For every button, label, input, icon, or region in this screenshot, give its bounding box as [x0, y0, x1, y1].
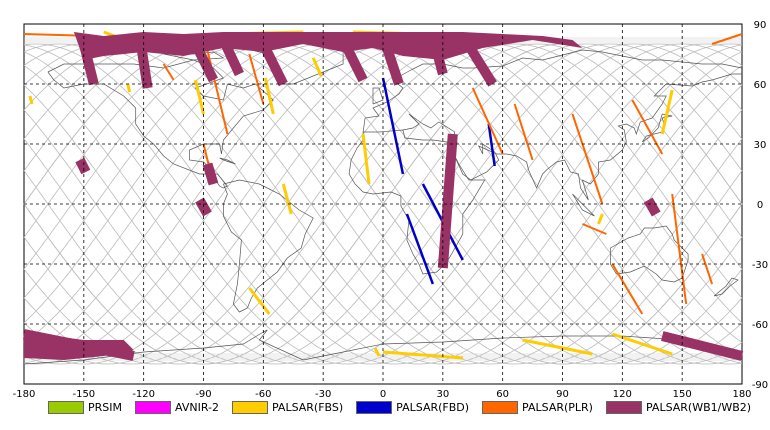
coverage-strip	[631, 99, 664, 155]
legend-swatch	[356, 401, 393, 414]
coverage-strip	[248, 53, 265, 105]
axis-ticks: -180 -150 -120 -90 -60 -30 0 30 60 90 120 150 180 90 6…	[13, 20, 769, 400]
coverage-strip	[701, 253, 714, 285]
coverage-strip	[571, 113, 604, 205]
legend-swatch	[48, 401, 84, 414]
coverage-strip	[597, 213, 604, 225]
legend-swatch	[135, 401, 171, 414]
legend-label: PRSIM	[88, 401, 122, 414]
coverage-strip	[361, 133, 371, 185]
coverage-strip	[437, 133, 458, 269]
legend-item: PALSAR(PLR)	[482, 401, 593, 414]
coverage-strips	[23, 30, 744, 361]
x-tick-label: 0	[380, 389, 386, 400]
coverage-strip	[522, 338, 593, 356]
coverage-strip	[611, 263, 644, 315]
legend-swatch	[482, 401, 519, 414]
coverage-strip	[582, 223, 607, 235]
x-tick-label: 150	[673, 389, 692, 400]
coverage-strip	[373, 347, 381, 357]
coverage-strip	[202, 162, 219, 186]
legend-swatch	[605, 401, 642, 414]
x-tick-label: -30	[315, 389, 331, 400]
coastline	[372, 87, 384, 105]
coverage-strip	[711, 33, 743, 45]
coverage-strip	[281, 183, 293, 215]
coverage-strip	[471, 87, 504, 155]
y-tick-label: -60	[752, 320, 768, 331]
coverage-strip	[671, 193, 688, 305]
coverage-map: -180 -150 -120 -90 -60 -30 0 30 60 90 120 150 180 90 6…	[13, 20, 769, 400]
coverage-strip	[661, 331, 744, 361]
y-tick-label: -90	[752, 380, 768, 391]
coastline	[610, 225, 689, 283]
legend-item: PRSIM	[48, 401, 122, 414]
coastline	[572, 193, 595, 217]
legend-item: AVNIR-2	[135, 401, 219, 414]
x-tick-label: 60	[496, 389, 509, 400]
coastline	[219, 157, 236, 165]
coverage-strip	[311, 57, 323, 77]
coastline	[362, 49, 743, 133]
coverage-band-antarctic	[24, 336, 134, 360]
coverage-strip	[28, 95, 34, 105]
legend-label: PALSAR(WB1/WB2)	[645, 401, 752, 414]
y-tick-label: 90	[754, 20, 767, 31]
coverage-strip	[660, 89, 674, 135]
legend-item: PALSAR(WB1/WB2)	[605, 401, 752, 414]
coverage-strip	[248, 287, 271, 315]
x-tick-label: 120	[613, 389, 632, 400]
x-tick-label: 30	[436, 389, 449, 400]
x-tick-label: 90	[556, 389, 569, 400]
coverage-strip	[643, 197, 661, 217]
legend-label: PALSAR(FBS)	[271, 401, 344, 414]
gridlines	[24, 24, 742, 384]
coverage-strip	[513, 103, 534, 161]
coverage-strip	[487, 123, 496, 167]
coverage-strip	[75, 157, 91, 175]
x-tick-label: -60	[255, 389, 271, 400]
coastline	[713, 277, 739, 297]
legend-label: AVNIR-2	[175, 401, 219, 414]
coverage-strip	[126, 83, 132, 93]
legend-item: PALSAR(FBD)	[356, 401, 469, 414]
legend-item: PALSAR(FBS)	[231, 401, 344, 414]
coverage-strip	[162, 63, 175, 81]
x-tick-label: 180	[732, 389, 751, 400]
y-tick-label: 30	[754, 140, 767, 151]
x-tick-label: -90	[195, 389, 211, 400]
legend: PRSIM AVNIR-2 PALSAR(FBS) PALSAR(FBD) PALSAR…	[48, 401, 764, 414]
coverage-strip	[405, 213, 435, 285]
legend-label: PALSAR(FBD)	[396, 401, 470, 414]
coverage-strip	[382, 350, 463, 360]
x-tick-label: -180	[13, 389, 36, 400]
y-tick-label: -30	[752, 260, 768, 271]
legend-label: PALSAR(PLR)	[522, 401, 593, 414]
y-tick-label: 0	[757, 200, 763, 211]
coverage-band-arctic	[73, 32, 583, 60]
coverage-strip	[381, 77, 405, 175]
legend-swatch	[231, 401, 268, 414]
coverage-strip	[194, 79, 205, 115]
x-tick-label: -150	[72, 389, 95, 400]
x-tick-label: -120	[132, 389, 155, 400]
y-tick-label: 60	[754, 80, 767, 91]
